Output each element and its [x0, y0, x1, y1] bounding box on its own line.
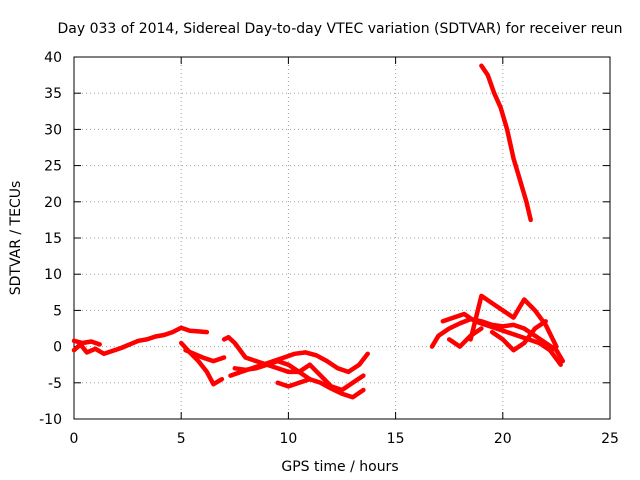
x-tick-label: 5 — [177, 431, 186, 447]
series-track-11 — [468, 293, 559, 349]
y-tick-label: -5 — [48, 376, 62, 392]
y-tick-label: 5 — [53, 303, 62, 319]
chart-title: Day 033 of 2014, Sidereal Day-to-day VTE… — [57, 21, 622, 37]
x-tick-label: 15 — [387, 431, 405, 447]
y-tick-label: 30 — [44, 122, 62, 138]
data-series — [71, 63, 566, 400]
series-track-2 — [71, 338, 102, 347]
y-tick-label: 35 — [44, 86, 62, 102]
series-track-9 — [429, 316, 566, 364]
x-tick-label: 10 — [279, 431, 297, 447]
y-tick-label: -10 — [39, 412, 62, 428]
y-axis-label: SDTVAR / TECUs — [8, 181, 24, 296]
y-tick-label: 10 — [44, 267, 62, 283]
y-tick-label: 0 — [53, 340, 62, 356]
y-tick-label: 25 — [44, 159, 62, 175]
series-track-4 — [183, 347, 227, 364]
y-tick-label: 15 — [44, 231, 62, 247]
grid-lines — [74, 57, 610, 419]
x-tick-labels: 0 5 10 15 20 25 — [70, 431, 619, 447]
series-track-5 — [221, 334, 366, 393]
y-tick-label: 40 — [44, 50, 62, 66]
series-track-1 — [71, 325, 210, 357]
series-track-12 — [489, 319, 548, 353]
series-track-7 — [232, 358, 366, 400]
y-tick-labels: -10 -5 0 5 10 15 20 25 30 35 40 — [39, 50, 62, 428]
series-track-8 — [275, 376, 313, 389]
x-tick-label: 0 — [70, 431, 79, 447]
series-track-13 — [446, 326, 484, 349]
series-track-14 — [479, 63, 533, 223]
y-tick-label: 20 — [44, 195, 62, 211]
x-tick-label: 20 — [494, 431, 512, 447]
series-track-10 — [440, 311, 563, 367]
plot-frame — [73, 56, 611, 420]
x-axis-label: GPS time / hours — [281, 459, 398, 475]
x-tick-label: 25 — [601, 431, 619, 447]
